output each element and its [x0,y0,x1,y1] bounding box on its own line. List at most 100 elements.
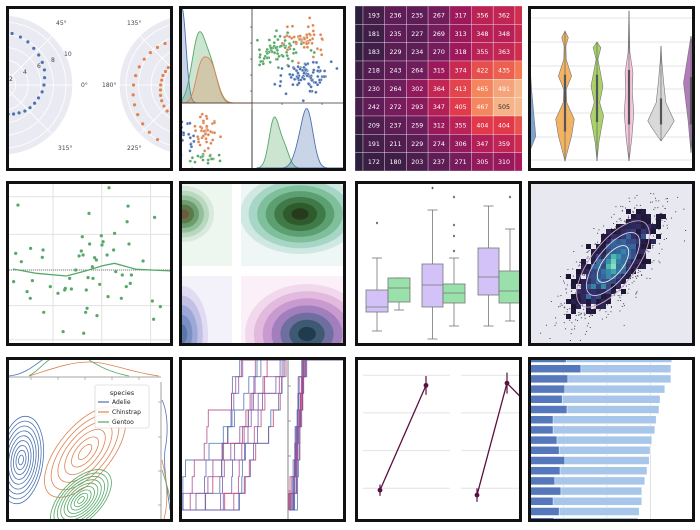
ecdf-panel [179,357,346,522]
heatmap-cell-label: 422 [476,67,488,74]
data-point [136,113,140,117]
scatter-point [265,51,269,56]
scatter-point [335,66,339,71]
scatter-point [554,324,556,326]
density-bin [631,224,636,229]
density-bin [616,269,621,274]
scatter-point [203,149,207,153]
density-bin [581,264,586,269]
scatter-point [582,274,583,276]
data-point [16,203,20,207]
density-bin [591,289,596,294]
scatter-point [587,322,589,324]
scatter-point [635,292,637,294]
density-bin [641,249,646,254]
bar [531,374,569,384]
heatmap-cell [514,24,522,43]
outlier-marker [452,234,456,238]
data-point [162,104,166,108]
heatmap-cell-label: 230 [368,86,380,93]
scatter-point [292,47,296,51]
scatter-point [572,268,574,270]
scatter-point [564,307,566,309]
scatter-point [292,77,297,81]
density-bin [636,209,641,214]
density-bin [621,269,626,274]
angular-gridline [139,35,170,67]
scatter-point [204,137,208,141]
heatmap-cell-label: 234 [411,49,423,56]
scatter-point [557,295,559,297]
bar [531,415,657,424]
scatter-point [257,63,262,67]
density-bin [571,299,576,304]
scatter-point [628,217,630,219]
scatter-point [277,54,281,59]
ecdf-curve [182,360,286,511]
data-point [150,299,154,303]
contour-gentoo [56,475,106,519]
density-bin [636,259,641,264]
scatter-point [574,328,576,330]
density-bin [591,299,596,304]
scatter-point [619,218,621,220]
data-point [79,249,83,253]
heatmap-cell-label: 491 [498,86,510,93]
density-bin [641,234,646,239]
contour-gentoo [63,482,99,518]
density-bin [566,299,571,304]
data-point [95,314,99,318]
scatter-point [584,314,586,316]
outlier-marker [452,223,456,227]
scatter-point [613,213,615,215]
scatter-point [287,45,291,50]
density-bin [626,264,631,269]
density-bin [626,234,631,239]
scatter-point [292,67,296,71]
density-bin [651,224,656,229]
data-point [11,112,16,116]
scatter-point [648,251,650,253]
scatter-point [586,252,588,253]
density-bin [631,239,636,244]
data-point [155,137,160,142]
scatter-point [575,319,577,321]
scatter-point [624,220,626,222]
density-bin [636,214,641,219]
scatter-point [565,288,567,290]
heatmap-cell-label: 315 [433,67,445,74]
heatmap-cell-label: 362 [498,12,510,19]
data-point [9,112,10,116]
heatmap-cell-label: 374 [455,67,467,74]
scatter-point [299,78,303,82]
scatter-point [664,221,666,222]
scatter-point [302,71,306,75]
scatter-point [618,218,620,220]
marginal-background [9,360,170,377]
heatmap-cell-label: 269 [433,31,445,38]
scatter-point [267,38,271,42]
scatter-point [635,276,637,278]
bar [531,507,560,516]
scatter-point [312,33,316,37]
bar [531,374,672,384]
scatter-point [605,311,607,313]
heatmap-cell-label: 465 [476,86,488,93]
density-level [298,326,316,342]
angular-gridline [9,35,53,80]
ecdf-curve [182,360,286,510]
scatter-point [301,41,306,45]
heatmap-cell-label: 237 [433,159,445,166]
box [442,283,466,304]
heatmap-cell-label: 505 [498,104,510,111]
scatter-point [579,339,581,341]
contour-gentoo [70,489,92,511]
box [498,270,519,304]
density-bin [611,229,616,234]
data-point [56,291,60,295]
density-bin [656,219,661,224]
bar [531,446,560,455]
scatter-point [310,78,314,83]
scatter-point [632,211,634,213]
heatmap-cell-label: 272 [390,104,402,111]
